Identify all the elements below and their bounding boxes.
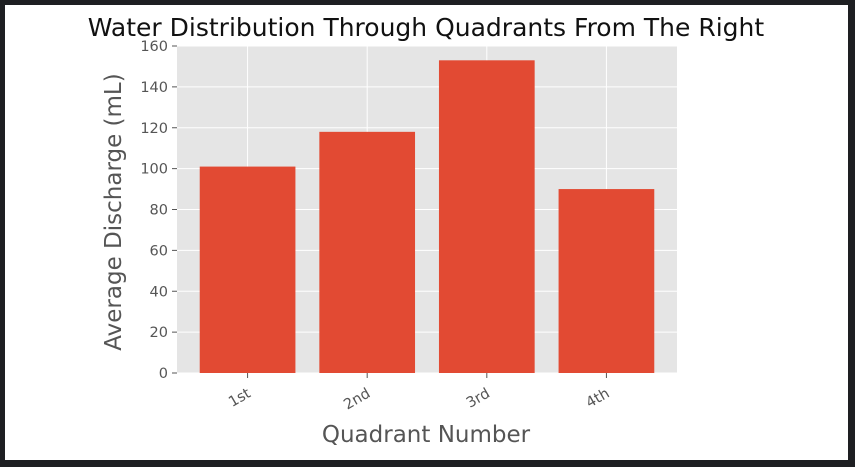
- y-tick-label: 140: [140, 80, 168, 96]
- bar-3rd: [438, 60, 535, 374]
- y-axis-label: Average Discharge (mL): [101, 73, 127, 350]
- y-tick-label: 40: [150, 284, 168, 300]
- chart-title: Water Distribution Through Quadrants Fro…: [88, 13, 765, 42]
- x-axis-ticks: 1st 2nd 3rd 4th: [226, 373, 612, 413]
- chart-figure: Water Distribution Through Quadrants Fro…: [5, 5, 848, 460]
- x-tick-label: 3rd: [464, 386, 493, 412]
- bars: [199, 60, 655, 374]
- x-tick-label: 2nd: [341, 386, 373, 414]
- bar-1st: [199, 166, 296, 373]
- y-tick-label: 0: [159, 366, 168, 382]
- bar-4th: [558, 189, 655, 373]
- x-tick-label: 1st: [226, 385, 254, 410]
- y-tick-label: 120: [140, 121, 168, 137]
- y-tick-label: 80: [150, 203, 168, 219]
- y-tick-label: 60: [150, 243, 168, 259]
- bar-2nd: [319, 131, 416, 373]
- x-tick-label: 4th: [584, 386, 613, 412]
- x-axis-label: Quadrant Number: [322, 422, 531, 448]
- y-tick-label: 20: [150, 325, 168, 341]
- bar-chart: Water Distribution Through Quadrants Fro…: [88, 13, 765, 448]
- y-tick-label: 100: [140, 162, 168, 178]
- y-tick-label: 160: [140, 39, 168, 55]
- y-axis-ticks: 0 20 40 60 80 100 120 140 160: [140, 39, 177, 382]
